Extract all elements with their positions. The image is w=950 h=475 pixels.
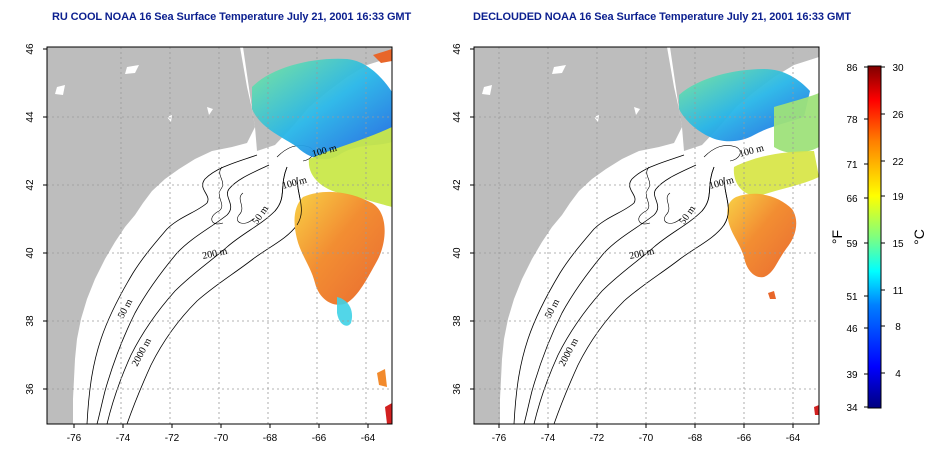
lon-tick-label: -64 [361,433,376,444]
right-panel-title: DECLOUDED NOAA 16 Sea Surface Temperatur… [473,11,852,23]
fahrenheit-tick-label: 46 [846,324,858,335]
lon-tick-label: -66 [737,433,752,444]
celsius-tick-label: 15 [892,239,904,250]
lat-tick-label: 40 [452,247,463,259]
fahrenheit-tick-label: 34 [846,403,858,414]
lon-tick-label: -72 [590,433,605,444]
colorbar-scale [867,65,882,409]
lat-tick-label: 44 [452,111,463,123]
lon-tick-label: -76 [492,433,507,444]
left-lon-labels: -76 -74 -72 -70 -68 -66 -64 [67,433,376,444]
lon-tick-label: -70 [214,433,229,444]
contour-label-200m: 200 m [201,246,228,262]
lon-tick-label: -74 [541,433,556,444]
lon-tick-label: -66 [312,433,327,444]
lon-tick-label: -70 [639,433,654,444]
left-panel-title: RU COOL NOAA 16 Sea Surface Temperature … [52,11,412,23]
celsius-tick-label: 26 [892,110,904,121]
sst-colorbar: 86 78 71 66 59 51 46 39 34 30 26 22 19 1… [829,63,927,414]
left-map: 100 m 100 m 50 m 200 m 50 m 2000 m [46,46,393,425]
lon-tick-label: -68 [688,433,703,444]
celsius-tick-label: 19 [892,192,904,203]
lat-tick-label: 36 [25,383,36,395]
lon-tick-label: -68 [263,433,278,444]
lat-tick-label: 42 [25,179,36,191]
fahrenheit-tick-label: 78 [846,115,858,126]
right-lon-labels: -76 -74 -72 -70 -68 -66 -64 [492,433,801,444]
lon-tick-label: -72 [165,433,180,444]
celsius-tick-label: 4 [895,369,901,380]
right-map: 100 m 100 m 50 m 200 m 50 m 2000 m [473,46,820,425]
fahrenheit-tick-label: 51 [846,292,858,303]
warm-sst-patch [727,193,797,278]
fahrenheit-unit-label: °F [829,230,845,244]
celsius-unit-label: °C [911,229,927,245]
lat-tick-label: 42 [452,179,463,191]
lat-tick-label: 36 [452,383,463,395]
celsius-tick-label: 11 [893,286,904,297]
fahrenheit-tick-label: 71 [846,160,858,171]
lat-tick-label: 46 [25,43,36,55]
fahrenheit-tick-label: 66 [846,194,858,205]
left-axis-ticks [43,48,369,428]
celsius-tick-label: 8 [895,322,901,333]
lat-tick-label: 38 [452,315,463,327]
right-axis-ticks [470,48,794,428]
lon-tick-label: -64 [786,433,801,444]
warm-sst-patch [294,191,385,305]
right-lat-labels: 36 38 40 42 44 46 [452,43,463,395]
fahrenheit-tick-label: 39 [846,370,858,381]
fahrenheit-tick-label: 86 [846,63,858,74]
celsius-tick-label: 22 [892,157,904,168]
left-lat-labels: 36 38 40 42 44 46 [25,43,36,395]
lon-tick-label: -76 [67,433,82,444]
fahrenheit-tick-label: 59 [846,239,858,250]
lon-tick-label: -74 [116,433,131,444]
left-map-frame [46,46,393,425]
lat-tick-label: 38 [25,315,36,327]
cool-sst-patch [252,58,392,160]
lat-tick-label: 46 [452,43,463,55]
lat-tick-label: 40 [25,247,36,259]
lat-tick-label: 44 [25,111,36,123]
contour-label-200m: 200 m [628,246,655,262]
celsius-tick-label: 30 [892,63,904,74]
